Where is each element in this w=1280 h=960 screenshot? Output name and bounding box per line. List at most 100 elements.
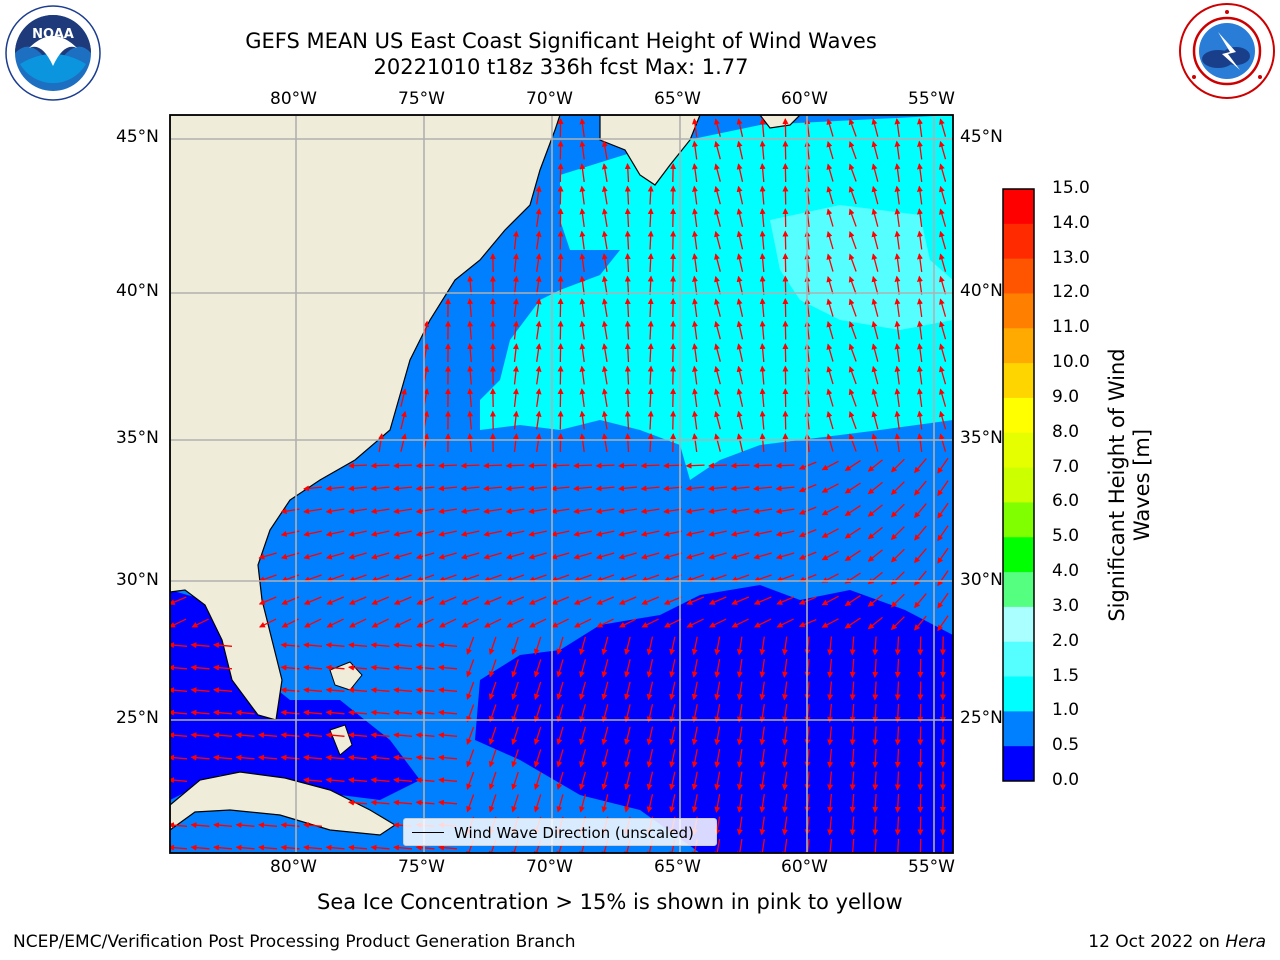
direction-arrow: [736, 681, 743, 701]
direction-arrow: [535, 208, 542, 227]
direction-arrow: [826, 163, 834, 182]
direction-arrow: [938, 365, 947, 385]
direction-arrow: [736, 433, 744, 452]
direction-arrow: [511, 681, 519, 701]
direction-arrow: [624, 433, 631, 453]
direction-arrow: [579, 253, 586, 272]
direction-arrow: [646, 659, 654, 678]
direction-arrow: [894, 433, 901, 452]
lat-label-right: 45°N: [960, 127, 1003, 147]
direction-arrow: [511, 704, 519, 723]
direction-arrow: [781, 816, 788, 836]
direction-arrow: [213, 754, 233, 761]
direction-arrow: [370, 485, 390, 492]
direction-arrow: [393, 844, 413, 851]
direction-arrow: [624, 726, 631, 746]
direction-arrow: [393, 664, 413, 671]
direction-arrow: [759, 275, 766, 295]
direction-arrow: [714, 185, 721, 205]
direction-arrow: [871, 275, 879, 295]
direction-arrow: [759, 433, 766, 453]
direction-arrow: [826, 118, 834, 137]
direction-arrow: [535, 185, 542, 205]
direction-arrow: [759, 163, 766, 183]
direction-arrow: [550, 530, 570, 537]
direction-arrow: [937, 592, 949, 609]
direction-arrow: [872, 658, 879, 678]
direction-arrow: [624, 365, 631, 385]
direction-arrow: [753, 462, 773, 469]
direction-arrow: [325, 664, 345, 671]
direction-arrow: [348, 485, 368, 492]
direction-arrow: [669, 636, 676, 656]
direction-arrow: [714, 410, 721, 430]
direction-arrow: [736, 275, 744, 295]
direction-arrow: [348, 530, 367, 537]
direction-arrow: [826, 185, 834, 205]
direction-arrow: [438, 618, 457, 628]
direction-arrow: [535, 230, 542, 250]
direction-arrow: [917, 703, 924, 723]
direction-arrow: [759, 771, 766, 791]
direction-arrow: [894, 771, 901, 791]
legend-line-icon: [412, 832, 444, 833]
direction-arrow: [371, 618, 389, 628]
direction-arrow: [535, 275, 542, 295]
direction-arrow: [736, 185, 744, 205]
map-legend: Wind Wave Direction (unscaled): [403, 818, 717, 846]
direction-arrow: [826, 298, 834, 317]
direction-arrow: [528, 552, 547, 560]
direction-arrow: [894, 388, 901, 407]
direction-arrow: [348, 844, 368, 851]
direction-arrow: [348, 777, 368, 784]
direction-arrow: [325, 485, 345, 492]
direction-arrow: [937, 615, 949, 632]
direction-arrow: [190, 732, 210, 739]
direction-arrow: [938, 185, 947, 205]
direction-arrow: [601, 681, 609, 701]
direction-arrow: [937, 547, 949, 564]
lat-label-right: 25°N: [960, 708, 1003, 728]
direction-arrow: [844, 460, 861, 471]
direction-arrow: [759, 230, 766, 250]
direction-arrow: [731, 618, 749, 628]
direction-arrow: [466, 726, 475, 745]
direction-arrow: [601, 365, 608, 385]
direction-arrow: [512, 388, 519, 407]
direction-arrow: [438, 642, 458, 649]
direction-arrow: [691, 163, 698, 182]
direction-arrow: [759, 185, 766, 205]
direction-arrow: [894, 140, 901, 160]
direction-arrow: [871, 185, 879, 205]
direction-arrow: [438, 552, 457, 560]
direction-arrow: [533, 771, 542, 791]
direction-arrow: [849, 658, 856, 678]
direction-arrow: [438, 732, 458, 739]
direction-arrow: [691, 185, 698, 205]
direction-arrow: [849, 681, 856, 701]
direction-arrow: [601, 726, 609, 746]
direction-arrow: [781, 794, 788, 813]
direction-arrow: [370, 508, 390, 515]
direction-arrow: [708, 462, 728, 469]
direction-arrow: [438, 462, 458, 469]
direction-arrow: [325, 754, 345, 761]
direction-arrow: [512, 298, 519, 317]
direction-arrow: [844, 550, 861, 561]
direction-arrow: [371, 596, 390, 605]
direction-arrow: [781, 636, 788, 656]
direction-arrow: [798, 483, 817, 493]
land-cuba: [170, 771, 397, 836]
lat-label-left: 40°N: [116, 281, 159, 301]
direction-arrow: [438, 709, 458, 716]
direction-arrow: [601, 275, 608, 295]
direction-arrow: [849, 726, 856, 746]
direction-arrow: [640, 530, 660, 537]
lon-label-bottom: 55°W: [908, 857, 955, 877]
direction-arrow: [483, 530, 502, 537]
direction-arrow: [573, 530, 592, 537]
direction-arrow: [691, 726, 698, 746]
direction-arrow: [736, 118, 744, 137]
direction-arrow: [691, 771, 698, 791]
direction-arrow: [691, 365, 698, 385]
